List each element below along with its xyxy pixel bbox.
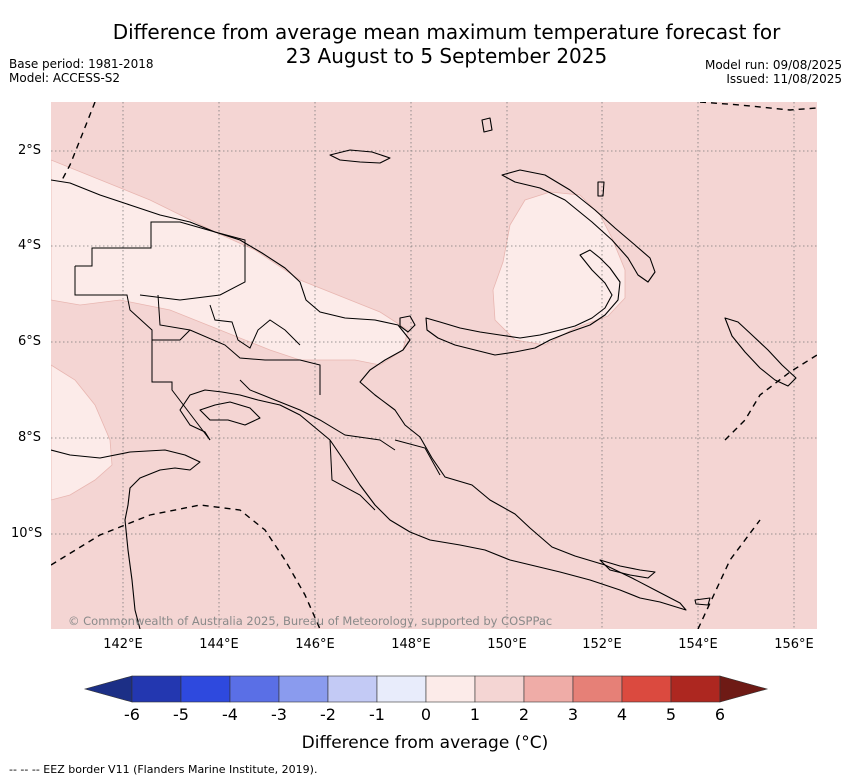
manus-coast (329, 149, 391, 164)
new-guinea-mainland-coast (51, 179, 687, 611)
near-average-regions (51, 159, 626, 501)
lat-label-8s: 8°S (18, 430, 42, 445)
colorbar-swatch (180, 675, 231, 703)
coastlines (51, 117, 797, 629)
fly-river-delta (199, 401, 261, 426)
copyright-notice: © Commonwealth of Australia 2025, Bureau… (68, 614, 553, 628)
title-line-1: Difference from average mean maximum tem… (112, 20, 781, 44)
colorbar-label: -3 (271, 705, 287, 724)
province-borders (74, 221, 441, 511)
new-britain-coast (425, 249, 621, 356)
lon-label-144e: 144°E (199, 637, 239, 652)
colorbar-label: -2 (320, 705, 336, 724)
colorbar-swatch (131, 675, 182, 703)
lat-label-10s: 10°S (11, 526, 43, 541)
colorbar-label: -1 (369, 705, 385, 724)
metadata-right: Model run: 09/08/2025 Issued: 11/08/2025 (705, 58, 842, 86)
colorbar-swatch (474, 675, 525, 703)
lat-label-2s: 2°S (18, 143, 42, 158)
model-run: Model run: 09/08/2025 (704, 58, 842, 72)
colorbar-swatch (278, 675, 329, 703)
lon-label-146e: 146°E (295, 637, 335, 652)
base-period: Base period: 1981-2018 (9, 57, 154, 71)
colorbar-swatch (523, 675, 574, 703)
colorbar-extend-high (719, 675, 769, 703)
colorbar-extend-low (83, 675, 133, 703)
lon-label-142e: 142°E (103, 637, 143, 652)
colorbar-swatch (376, 675, 427, 703)
metadata-left: Base period: 1981-2018 Model: ACCESS-S2 (9, 57, 154, 85)
colorbar-label: -6 (124, 705, 140, 724)
goodenough-islands (599, 559, 656, 579)
lon-label-154e: 154°E (678, 637, 718, 652)
colorbar-label: 3 (567, 705, 579, 724)
eez-border (51, 102, 817, 629)
colorbar-label: 4 (616, 705, 628, 724)
lat-label-6s: 6°S (18, 334, 42, 349)
chart-title: Difference from average mean maximum tem… (0, 20, 850, 68)
colorbar-label: 0 (420, 705, 432, 724)
colorbar-swatch (670, 675, 721, 703)
colorbar-label: -4 (222, 705, 238, 724)
new-ireland-coast (501, 169, 656, 283)
colorbar-swatch (229, 675, 280, 703)
lat-label-4s: 4°S (18, 238, 42, 253)
model-name: Model: ACCESS-S2 (9, 71, 121, 85)
colorbar-swatch (621, 675, 672, 703)
lon-label-152e: 152°E (582, 637, 622, 652)
colorbar-swatch (327, 675, 378, 703)
colorbar-label: 5 (665, 705, 677, 724)
lon-label-148e: 148°E (391, 637, 431, 652)
colorbar-label: 2 (518, 705, 530, 724)
southern-coast (51, 449, 201, 629)
eez-legend-note: -- -- -- EEZ border V11 (Flanders Marine… (9, 763, 318, 776)
colorbar-label: 6 (714, 705, 726, 724)
title-line-2: 23 August to 5 September 2025 (285, 44, 608, 68)
colorbar-swatch (572, 675, 623, 703)
lon-label-156e: 156°E (774, 637, 814, 652)
north-islands (399, 117, 605, 333)
issued-date: Issued: 11/08/2025 (726, 72, 842, 86)
bougainville-coast (724, 317, 797, 387)
colorbar-swatch (425, 675, 476, 703)
colorbar-title: Difference from average (°C) (301, 733, 549, 753)
rossel-island (694, 597, 711, 606)
colorbar-label: 1 (469, 705, 481, 724)
lon-label-150e: 150°E (487, 637, 527, 652)
colorbar-label: -5 (173, 705, 189, 724)
